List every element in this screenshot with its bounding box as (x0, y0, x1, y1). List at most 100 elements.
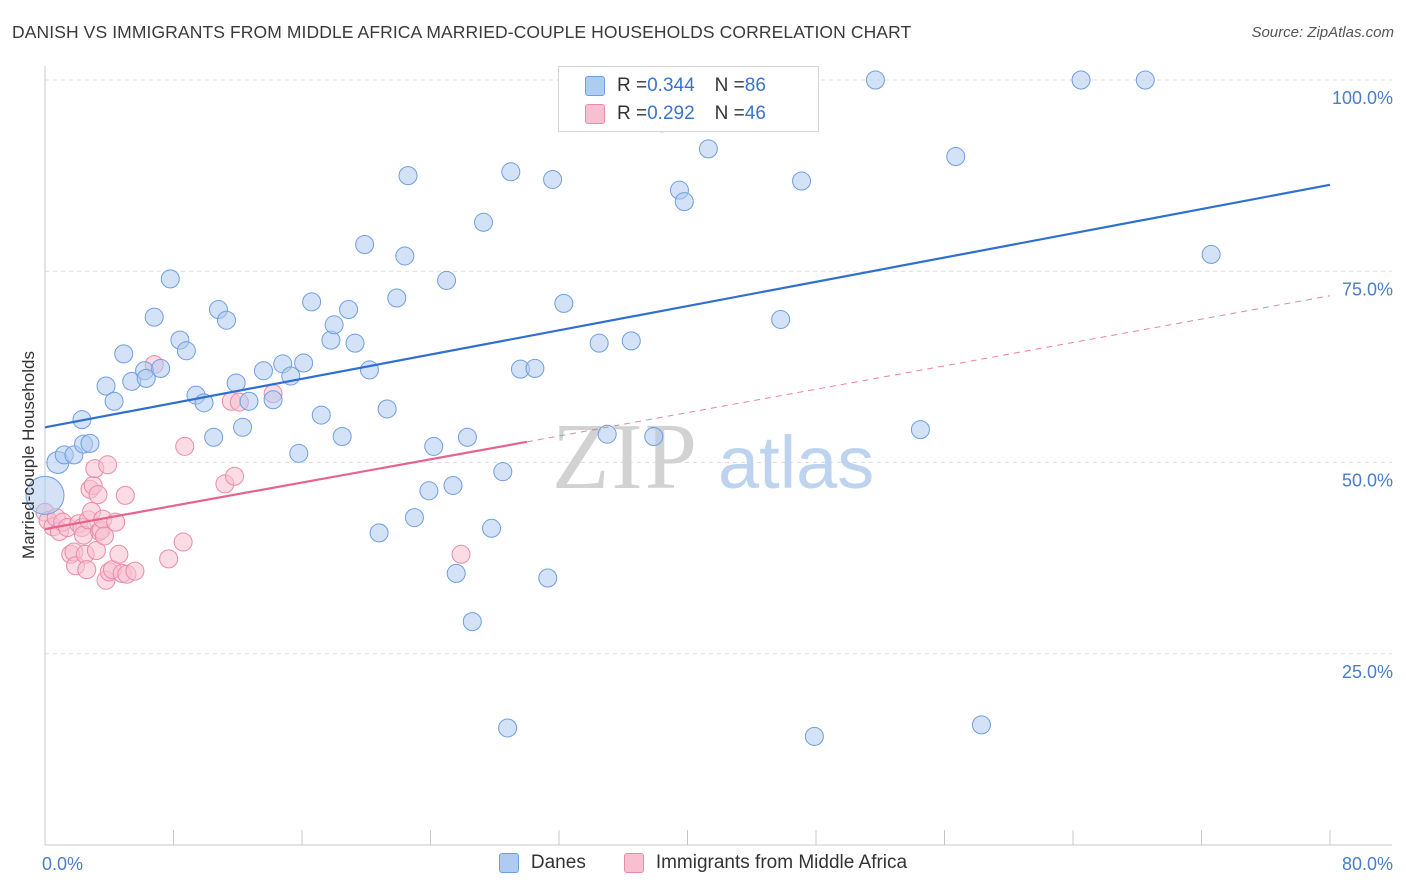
watermark-zip: ZIP (552, 405, 699, 509)
danes-point (355, 234, 375, 254)
danes-point (294, 353, 314, 373)
danes-point (239, 391, 259, 411)
legend-r-value: 0.344 (647, 75, 695, 96)
y-tick-label: 25.0% (1342, 662, 1393, 682)
danes-point (419, 481, 439, 501)
immigrants-point (86, 540, 106, 560)
danes-point (946, 147, 966, 166)
danes-point (1135, 70, 1155, 90)
danes-point (25, 475, 65, 515)
danes-point (359, 360, 379, 380)
danes-point (474, 212, 494, 232)
axes (44, 66, 1392, 846)
legend-swatch-immigrants (623, 853, 644, 873)
immigrants-point (77, 560, 97, 580)
legend-swatch-danes (498, 853, 519, 873)
tick-labels: 25.0% 50.0% 75.0% 100.0% 0.0% 80.0% (42, 88, 1393, 874)
danes-point (498, 718, 518, 738)
immigrants-point (98, 455, 118, 475)
danes-trend-line (44, 183, 1331, 429)
danes-point (395, 246, 415, 266)
danes-point (493, 462, 513, 482)
danes-point (369, 523, 389, 543)
danes-point (804, 726, 824, 746)
watermark-atlas: atlas (718, 421, 874, 504)
danes-point (644, 426, 664, 446)
danes-point (80, 433, 100, 453)
danes-point (233, 417, 253, 437)
danes-point (443, 475, 463, 495)
immigrants-point (94, 526, 114, 546)
zipatlas-watermark: ZIP atlas (552, 405, 874, 509)
danes-point (311, 405, 331, 425)
danes-point (160, 269, 180, 289)
danes-point (543, 169, 563, 189)
danes-point (971, 715, 991, 735)
trend-lines (44, 183, 1331, 531)
stats-legend: R = 0.344 N = 86 R = 0.292 N = 46 (558, 66, 819, 132)
y-tick-label: 75.0% (1342, 279, 1393, 299)
immigrants-point (115, 485, 135, 505)
danes-point (404, 508, 424, 528)
legend-item-immigrants[interactable]: Immigrants from Middle Africa (623, 852, 908, 874)
legend-n-value: 46 (744, 103, 766, 124)
legend-item-danes[interactable]: Danes (498, 852, 586, 874)
y-tick-label: 50.0% (1342, 471, 1393, 491)
immigrants-point (109, 544, 129, 564)
legend-row-immigrants: R = 0.292 N = 46 (585, 101, 766, 127)
danes-point (597, 424, 617, 444)
chart-title: DANISH VS IMMIGRANTS FROM MIDDLE AFRICA … (12, 22, 912, 42)
legend-swatch-immigrants (585, 104, 605, 124)
danes-point (377, 399, 397, 419)
danes-point (538, 568, 558, 588)
danes-point (910, 420, 930, 440)
immigrants-point (88, 485, 108, 505)
danes-point (144, 307, 164, 327)
danes-point (253, 361, 273, 381)
danes-point (554, 293, 574, 313)
danes-point (176, 341, 196, 361)
immigrants-point (451, 544, 471, 564)
danes-point (339, 300, 359, 319)
danes-point (771, 309, 791, 329)
immigrants-point (225, 466, 245, 486)
danes-point (324, 315, 344, 335)
danes-point (96, 376, 116, 396)
danes-point (865, 70, 885, 90)
danes-point (302, 292, 322, 312)
legend-r-label: R = (617, 103, 648, 124)
legend-n-label: N = (714, 103, 745, 124)
danes-point (462, 612, 482, 632)
legend-label-danes: Danes (530, 852, 586, 873)
legend-swatch-danes (585, 76, 605, 96)
legend-r-value: 0.292 (647, 103, 695, 124)
y-axis-title: Married-couple Households (19, 351, 38, 559)
x-tick-label: 0.0% (42, 854, 83, 874)
danes-point (217, 310, 237, 330)
immigrants-point (125, 561, 145, 581)
danes-point (345, 333, 365, 353)
immigrants-trend-line (44, 440, 528, 531)
immigrants-point (175, 436, 195, 456)
danes-point (398, 166, 418, 186)
x-tick-label: 80.0% (1342, 854, 1393, 874)
legend-label-immigrants: Immigrants from Middle Africa (655, 852, 908, 873)
danes-point (104, 391, 124, 411)
immigrants-point (159, 549, 179, 569)
legend-n-label: N = (714, 75, 745, 96)
legend-n-value: 86 (744, 75, 766, 96)
immigrants-trend-extension (526, 295, 1331, 443)
danes-point (321, 330, 341, 350)
danes-point (698, 139, 718, 159)
danes-point (446, 563, 466, 583)
y-tick-label: 100.0% (1332, 88, 1393, 108)
danes-point (204, 427, 224, 447)
danes-point (501, 162, 521, 182)
immigrants-point (173, 532, 193, 552)
danes-point (792, 171, 812, 191)
danes-point (482, 518, 502, 538)
gridlines (45, 79, 1392, 655)
danes-point (151, 358, 171, 378)
series-legend: Danes Immigrants from Middle Africa (0, 852, 1406, 874)
danes-point (1201, 244, 1221, 264)
